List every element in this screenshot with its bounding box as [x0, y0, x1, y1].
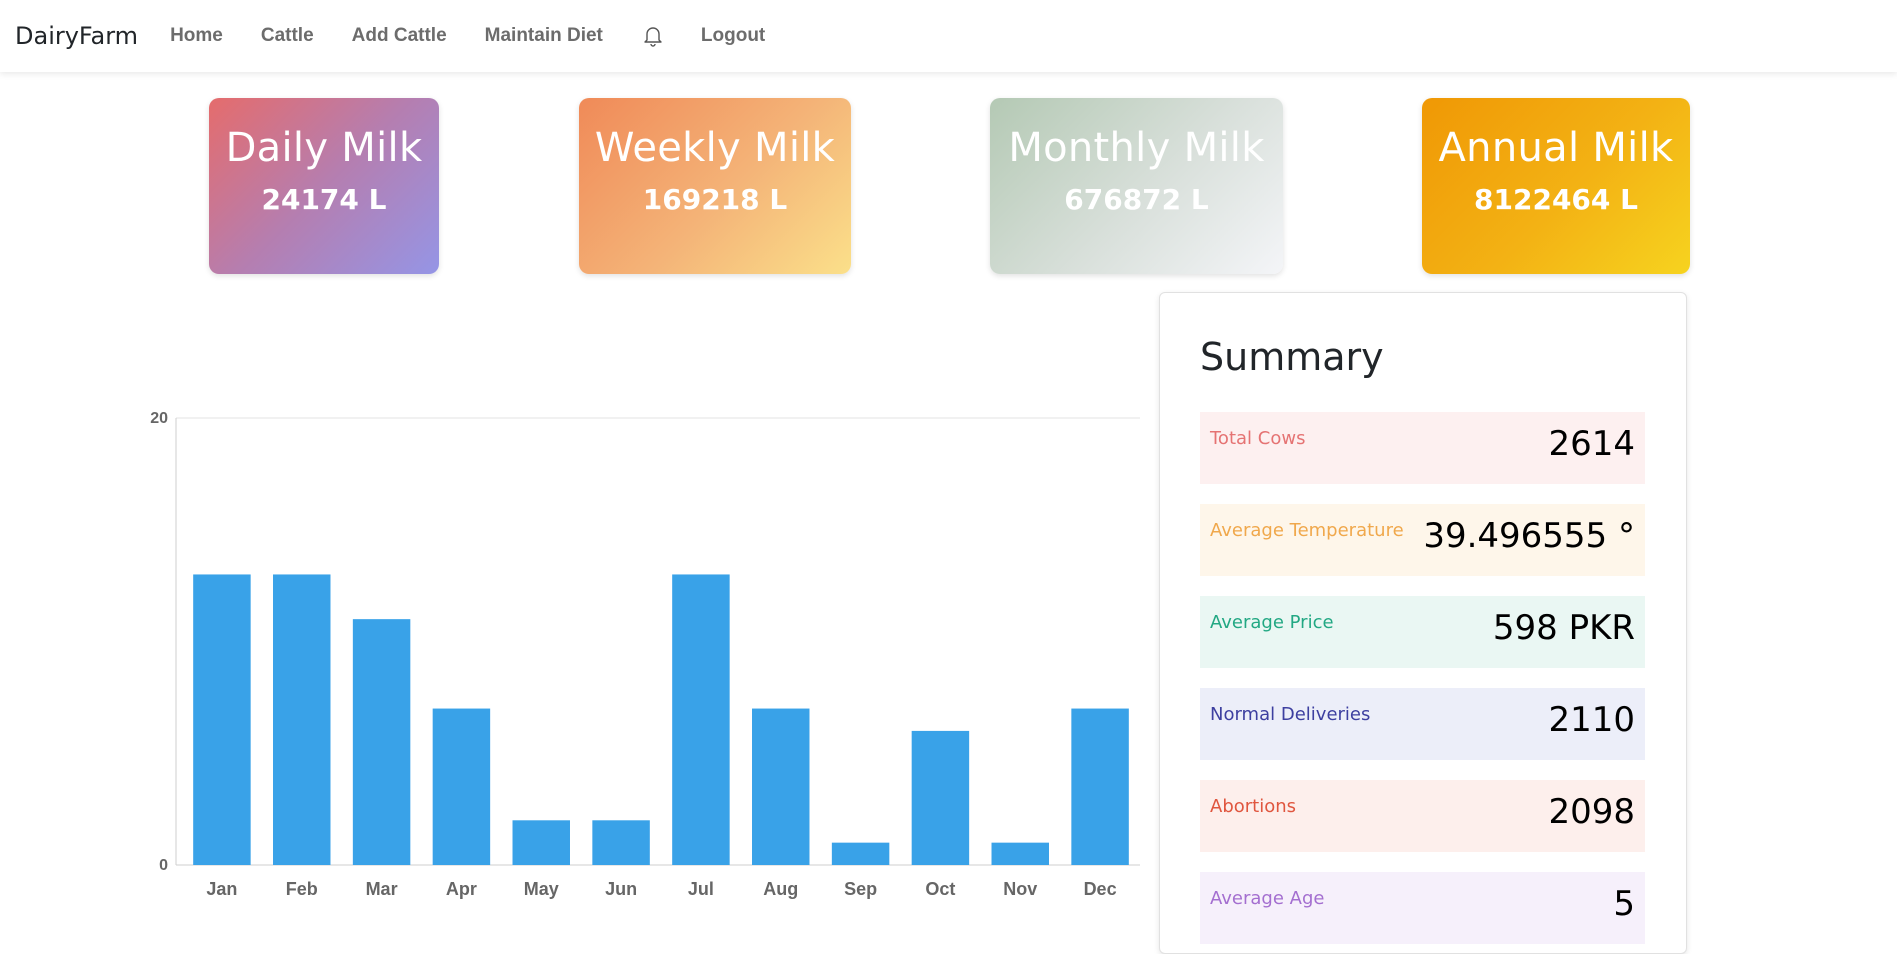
- y-tick-label: 20: [150, 410, 168, 427]
- summary-row-normal-deliveries: Normal Deliveries 2110: [1200, 688, 1645, 760]
- summary-label: Average Price: [1210, 612, 1334, 633]
- bar-dec: [1071, 708, 1129, 865]
- summary-row-average-price: Average Price 598 PKR: [1200, 596, 1645, 668]
- summary-label: Average Temperature: [1210, 520, 1404, 541]
- bar-jul: [672, 574, 730, 865]
- x-tick-label: Jun: [605, 879, 637, 899]
- card-title: Annual Milk: [1438, 125, 1674, 171]
- summary-title: Summary: [1200, 335, 1384, 379]
- annual-milk-card: Annual Milk 8122464 L: [1422, 98, 1690, 274]
- bar-aug: [752, 708, 810, 865]
- summary-row-average-temperature: Average Temperature 39.496555 °: [1200, 504, 1645, 576]
- x-tick-label: Apr: [446, 879, 477, 899]
- summary-label: Normal Deliveries: [1210, 704, 1371, 725]
- weekly-milk-card: Weekly Milk 169218 L: [579, 98, 851, 274]
- card-title: Daily Milk: [225, 125, 423, 171]
- x-tick-label: Aug: [763, 879, 798, 899]
- card-title: Monthly Milk: [1008, 125, 1265, 171]
- summary-value: 2614: [1548, 424, 1635, 464]
- bar-mar: [352, 619, 411, 865]
- summary-label: Abortions: [1210, 796, 1297, 817]
- summary-label: Average Age: [1210, 888, 1325, 909]
- summary-value: 2098: [1548, 792, 1635, 832]
- nav-link-maintain-diet[interactable]: Maintain Diet: [484, 25, 603, 46]
- daily-milk-card: Daily Milk 24174 L: [209, 98, 439, 274]
- bar-nov: [991, 842, 1049, 865]
- y-tick-label: 0: [159, 857, 168, 874]
- bar-apr: [432, 708, 491, 865]
- x-tick-label: Oct: [925, 879, 955, 899]
- nav-link-add-cattle[interactable]: Add Cattle: [351, 25, 447, 46]
- bar-jun: [592, 820, 650, 865]
- x-tick-label: Jul: [688, 879, 714, 899]
- summary-value: 39.496555 °: [1423, 516, 1635, 556]
- x-tick-label: Dec: [1084, 879, 1117, 899]
- x-tick-label: Nov: [1003, 879, 1037, 899]
- navbar: DairyFarm Home Cattle Add Cattle Maintai…: [0, 0, 1897, 72]
- x-tick-label: Sep: [844, 879, 877, 899]
- x-tick-label: Jan: [206, 879, 237, 899]
- x-tick-label: May: [524, 879, 559, 899]
- bar-oct: [911, 730, 970, 865]
- summary-value: 2110: [1548, 700, 1635, 740]
- summary-panel: Summary Total Cows 2614 Average Temperat…: [1159, 292, 1687, 954]
- nav-link-logout[interactable]: Logout: [700, 25, 766, 46]
- summary-value: 598 PKR: [1492, 608, 1635, 648]
- summary-row-average-age: Average Age 5: [1200, 872, 1645, 944]
- card-value: 169218 L: [642, 183, 788, 216]
- bar-sep: [831, 842, 890, 865]
- bar-feb: [273, 574, 331, 865]
- bar-may: [512, 820, 570, 865]
- card-value: 8122464 L: [1474, 183, 1638, 216]
- monthly-milk-card: Monthly Milk 676872 L: [990, 98, 1283, 274]
- bar-jan: [193, 574, 251, 865]
- bell-icon[interactable]: [643, 25, 663, 47]
- chart-svg: 0 20 Jan Feb Mar Apr May Jun Jul Aug Sep Oct Nov Dec: [150, 410, 1140, 899]
- x-tick-label: Feb: [286, 879, 318, 899]
- x-tick-label: Mar: [366, 879, 398, 899]
- nav-link-home[interactable]: Home: [170, 25, 223, 46]
- summary-row-total-cows: Total Cows 2614: [1200, 412, 1645, 484]
- card-value: 24174 L: [261, 183, 387, 216]
- summary-label: Total Cows: [1210, 428, 1306, 449]
- summary-value: 5: [1613, 884, 1635, 924]
- nav-link-cattle[interactable]: Cattle: [260, 25, 314, 46]
- monthly-bar-chart: 0 20 Jan Feb Mar Apr May Jun Jul Aug Sep Oct Nov Dec: [130, 390, 1150, 920]
- card-title: Weekly Milk: [594, 125, 836, 171]
- brand-logo[interactable]: DairyFarm: [15, 22, 139, 50]
- card-value: 676872 L: [1064, 183, 1209, 216]
- summary-row-abortions: Abortions 2098: [1200, 780, 1645, 852]
